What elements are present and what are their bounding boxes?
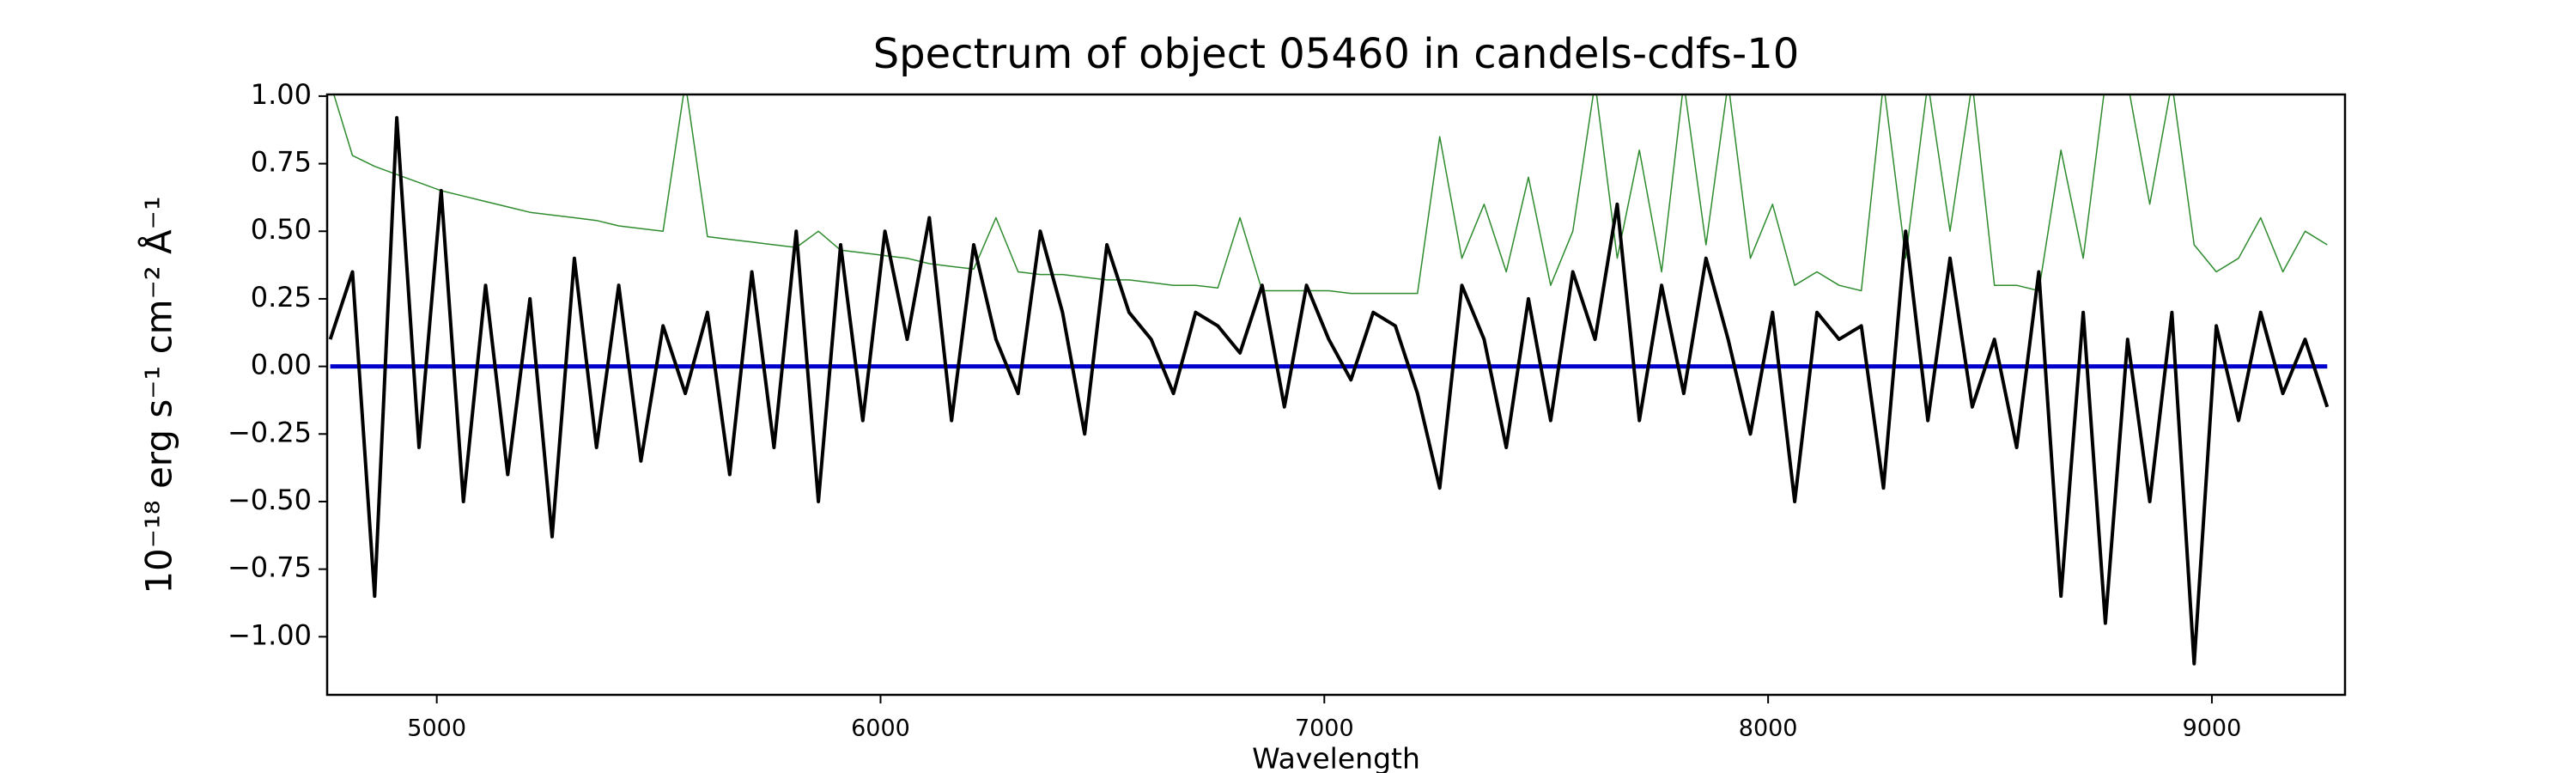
chart-title: Spectrum of object 05460 in candels-cdfs… <box>873 30 1800 78</box>
y-axis-label: 10⁻¹⁸ erg s⁻¹ cm⁻² Å⁻¹ <box>137 196 180 593</box>
x-tick-label: 8000 <box>1739 715 1798 742</box>
y-tick-label: 0.25 <box>251 281 312 313</box>
spectrum-line <box>328 116 2330 666</box>
y-tick-label: −0.50 <box>228 484 312 516</box>
x-axis-label: Wavelength <box>1252 742 1420 773</box>
axes-frame <box>325 93 2347 697</box>
x-tick-label: 6000 <box>851 715 910 742</box>
y-tick-label: 1.00 <box>251 78 312 111</box>
plot-area <box>328 94 2330 666</box>
y-tick-label: 0.00 <box>251 349 312 381</box>
y-tick-label: 0.50 <box>251 213 312 246</box>
x-tick-label: 9000 <box>2183 715 2242 742</box>
x-tick-label: 7000 <box>1295 715 1354 742</box>
x-tick-label: 5000 <box>407 715 466 742</box>
spectrum-line <box>333 94 2328 295</box>
y-tick-label: −0.75 <box>228 551 312 584</box>
y-tick-label: −0.25 <box>228 416 312 448</box>
y-tick-label: −1.00 <box>228 618 312 651</box>
y-tick-label: 0.75 <box>251 146 312 179</box>
